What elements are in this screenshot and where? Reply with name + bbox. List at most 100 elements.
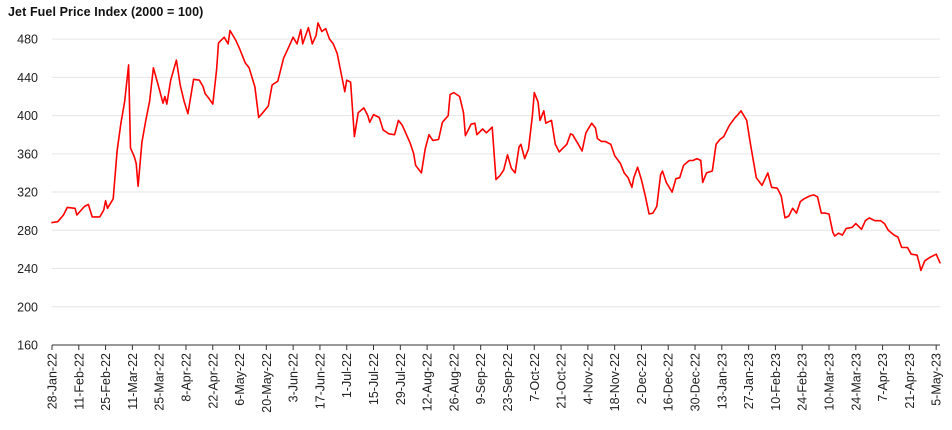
data-point (199, 79, 201, 81)
x-tick-label: 9-Sep-22 (474, 353, 488, 404)
data-point (76, 214, 78, 216)
data-point (128, 64, 130, 66)
data-point (227, 43, 229, 45)
data-point (817, 196, 819, 198)
data-point (486, 132, 488, 134)
data-point (321, 31, 323, 33)
data-point (329, 38, 331, 40)
data-point (312, 43, 314, 45)
data-point (706, 172, 708, 174)
data-point (746, 120, 748, 122)
data-point (514, 172, 516, 174)
data-point (631, 187, 633, 189)
data-point (880, 220, 882, 222)
x-tick-label: 28-Jan-22 (46, 353, 60, 409)
data-point (187, 113, 189, 115)
data-point (851, 227, 853, 229)
data-point (394, 134, 396, 136)
data-point (401, 124, 403, 126)
data-point (474, 122, 476, 124)
data-point (495, 179, 497, 181)
data-point (170, 79, 172, 81)
data-point (907, 247, 909, 249)
x-tick-label: 11-Feb-22 (72, 353, 86, 410)
data-point (137, 186, 139, 188)
data-point (135, 163, 137, 165)
data-point (398, 120, 400, 122)
data-point (736, 115, 738, 117)
data-point (800, 201, 802, 203)
data-point (534, 92, 536, 94)
data-point (911, 253, 913, 255)
x-axis-ticks: 28-Jan-22 11-Feb-22 25-Feb-22 11-Mar-22 25-M… (46, 345, 944, 413)
data-point (268, 105, 270, 107)
data-point (719, 139, 721, 141)
data-point (145, 120, 147, 122)
x-tick-label: 12-Aug-22 (421, 353, 435, 411)
data-point (289, 45, 291, 47)
data-point (379, 117, 381, 119)
y-axis-tick-labels: 160 200 240 280 320 360 400 440 480 (17, 33, 38, 353)
data-point (920, 270, 922, 272)
data-point (264, 110, 266, 112)
x-tick-label: 21-Apr-23 (903, 353, 917, 409)
data-point (459, 96, 461, 98)
data-point (336, 53, 338, 55)
x-tick-label: 13-Jan-23 (715, 353, 729, 409)
x-tick-label: 15-Jul-22 (367, 353, 381, 405)
x-tick-label: 1-Jul-22 (340, 353, 354, 398)
data-point (463, 112, 465, 114)
data-point (490, 128, 492, 130)
data-point (373, 114, 375, 116)
data-point (821, 212, 823, 214)
data-point (756, 177, 758, 179)
data-point (700, 160, 702, 162)
data-point (428, 134, 430, 136)
data-point (369, 122, 371, 124)
x-tick-label: 29-Jul-22 (394, 353, 408, 405)
data-point (258, 117, 260, 119)
data-point (447, 115, 449, 117)
x-tick-label: 24-Mar-23 (849, 353, 863, 411)
data-point (809, 195, 811, 197)
data-point (292, 36, 294, 38)
data-point (499, 175, 501, 177)
data-point (930, 256, 932, 258)
x-tick-label: 8-Apr-22 (179, 353, 193, 402)
y-tick-label: 480 (17, 33, 38, 47)
data-point (572, 134, 574, 136)
data-point (103, 209, 105, 211)
data-point (874, 220, 876, 222)
data-point (660, 174, 662, 176)
data-point (796, 212, 798, 214)
data-point (545, 122, 547, 124)
data-point (597, 138, 599, 140)
x-tick-label: 18-Nov-22 (608, 353, 622, 411)
x-tick-label: 30-Dec-22 (689, 353, 703, 411)
data-point (223, 36, 225, 38)
data-point (202, 86, 204, 88)
x-tick-label: 10-Feb-23 (769, 353, 783, 411)
data-point (614, 155, 616, 157)
data-point (901, 247, 903, 249)
data-point (679, 177, 681, 179)
data-point (57, 221, 59, 223)
data-point (476, 134, 478, 136)
data-point (845, 228, 847, 230)
data-point (828, 213, 830, 215)
data-point (162, 102, 164, 104)
data-point (67, 207, 69, 209)
data-point (229, 30, 231, 32)
x-tick-label: 26-Aug-22 (447, 353, 461, 411)
data-point (134, 156, 136, 158)
data-point (470, 123, 472, 125)
data-point (116, 150, 118, 152)
data-point (317, 22, 319, 24)
x-tick-label: 16-Dec-22 (662, 353, 676, 411)
y-tick-label: 440 (17, 71, 38, 85)
data-point (216, 69, 218, 71)
data-point (283, 57, 285, 59)
data-point (543, 110, 545, 112)
data-point (855, 223, 857, 225)
data-point (750, 144, 752, 146)
